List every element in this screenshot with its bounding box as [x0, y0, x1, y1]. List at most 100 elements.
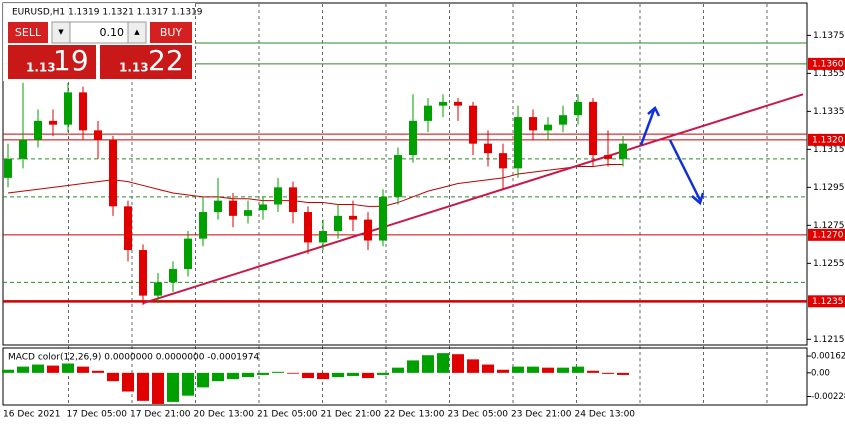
candle-body: [214, 200, 222, 213]
candle-body: [139, 250, 147, 296]
macd-bar: [392, 367, 404, 373]
macd-bar: [302, 372, 314, 379]
candle-body: [109, 139, 117, 207]
candle-body: [394, 155, 402, 197]
arrow-up: [639, 106, 661, 146]
macd-bar: [137, 372, 149, 401]
macd-bar: [17, 366, 29, 373]
macd-bar: [422, 355, 434, 373]
ask-box[interactable]: [100, 45, 192, 79]
arrow-down: [668, 139, 705, 206]
candle-body: [259, 204, 267, 211]
macd-bar: [527, 366, 539, 373]
level-label: 1.1360: [812, 59, 844, 69]
macd-bar: [227, 372, 239, 380]
x-tick-label: 17 Dec 21:00: [130, 410, 191, 420]
macd-bar: [437, 353, 449, 373]
candle-body: [454, 101, 462, 106]
trendline: [142, 93, 804, 305]
candle-body: [409, 120, 417, 156]
x-tick-label: 20 Dec 13:00: [194, 410, 255, 420]
macd-bar: [557, 367, 569, 373]
bid-box[interactable]: [8, 45, 96, 79]
macd-bar: [512, 366, 524, 373]
macd-bar: [257, 372, 269, 375]
macd-bar: [32, 364, 44, 373]
sell-button[interactable]: [8, 22, 48, 43]
macd-bar: [497, 369, 509, 373]
candle-body: [244, 210, 252, 216]
candle-body: [379, 196, 387, 241]
candle-body: [274, 187, 282, 205]
x-tick-label: 24 Dec 13:00: [575, 410, 636, 420]
candle-body: [484, 143, 492, 154]
level-tag: [808, 133, 845, 146]
macd-bar: [572, 366, 584, 373]
candle-body: [469, 105, 477, 144]
macd-bar: [482, 364, 494, 373]
y-tick-label: 1.1255: [813, 259, 845, 269]
level-label: 1.1320: [812, 135, 844, 145]
candle-body: [289, 187, 297, 213]
candle-body: [34, 120, 42, 140]
level-label: 1.1270: [812, 230, 844, 240]
candle-body: [514, 117, 522, 169]
macd-bar: [77, 366, 89, 373]
sell-label: SELL: [15, 26, 42, 39]
y-tick-label: 1.1335: [813, 107, 845, 117]
lot-up[interactable]: [127, 21, 147, 44]
y-tick-label: 1.1295: [813, 183, 845, 193]
macd-bar: [362, 372, 374, 379]
macd-bar: [242, 372, 254, 377]
macd-bar: [287, 372, 299, 374]
macd-bar: [182, 372, 194, 396]
ask-big: 1.13: [119, 61, 149, 75]
macd-bar: [167, 372, 179, 402]
candle-body: [94, 130, 102, 140]
macd-bar: [602, 372, 614, 374]
macd-bar: [617, 372, 629, 375]
candle-body: [574, 101, 582, 116]
level-tag: [808, 228, 845, 241]
candle-body: [304, 212, 312, 243]
macd-bar: [197, 372, 209, 388]
candle-body: [559, 115, 567, 125]
candle-body: [4, 158, 12, 178]
chart-title: EURUSD,H1 1.1319 1.1321 1.1317 1.1319: [12, 8, 203, 18]
candle-body: [529, 117, 537, 131]
macd-bar: [152, 372, 164, 404]
buy-button[interactable]: [150, 22, 192, 43]
candle-body: [349, 215, 357, 220]
x-tick-label: 23 Dec 21:00: [511, 410, 572, 420]
candle-body: [544, 124, 552, 131]
macd-bar: [47, 365, 59, 373]
macd-bar: [212, 372, 224, 382]
y-tick-label: 1.1375: [813, 31, 845, 41]
macd-bar: [347, 372, 359, 376]
macd-tick-label: -0.00228: [811, 392, 845, 402]
ask-small: 22: [148, 44, 184, 77]
candle-body: [199, 212, 207, 239]
x-tick-label: 21 Dec 05:00: [257, 410, 318, 420]
lot-value: 0.10: [100, 26, 125, 39]
level-tag: [808, 295, 845, 308]
lot-up-icon: ▲: [134, 28, 140, 36]
macd-bar: [377, 372, 389, 375]
x-tick-label: 22 Dec 13:00: [384, 410, 445, 420]
level-tag: [808, 57, 845, 70]
candle-body: [589, 101, 597, 156]
y-tick-label: 1.1215: [813, 335, 845, 345]
candle-body: [364, 219, 372, 241]
bid-big: 1.13: [26, 61, 56, 75]
candle-body: [604, 155, 612, 159]
candle-body: [79, 92, 87, 131]
macd-bar: [452, 354, 464, 373]
buy-label: BUY: [160, 26, 183, 39]
trade-panel: EURUSD,H1 1.1319 1.1321 1.1317 1.1319 SE…: [3, 3, 203, 81]
macd-tick-label: 0.00162: [811, 352, 845, 362]
macd-bar: [272, 371, 284, 373]
y-tick-label: 1.1315: [813, 145, 845, 155]
candle-body: [424, 105, 432, 121]
x-tick-label: 17 Dec 05:00: [67, 410, 128, 420]
